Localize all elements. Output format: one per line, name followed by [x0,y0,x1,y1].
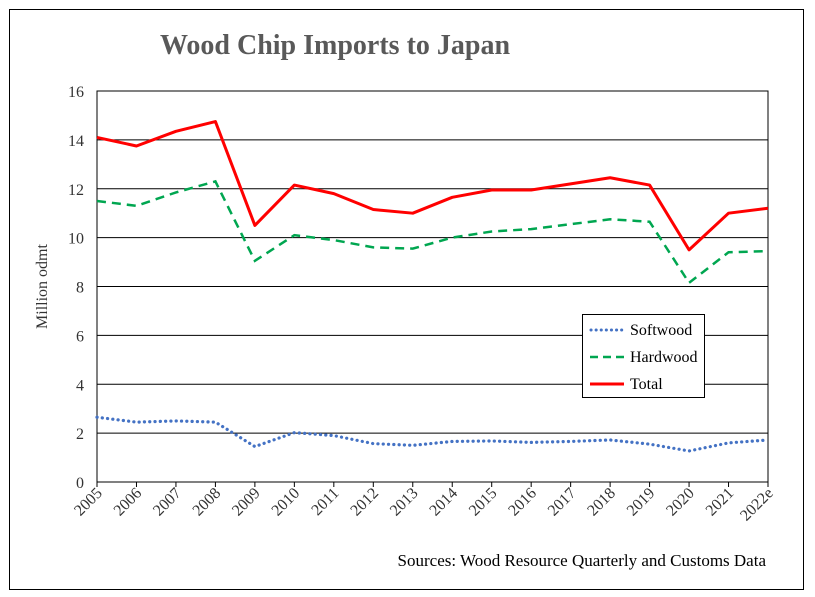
x-tick-label: 2014 [426,485,461,520]
y-tick-label: 14 [68,133,84,150]
series-line-softwood [95,415,770,453]
legend-label-softwood: Softwood [630,322,693,339]
chart-title: Wood Chip Imports to Japan [159,30,511,61]
y-tick-label: 4 [76,377,84,394]
series-lines [95,120,770,453]
x-tick-label: 2010 [269,485,304,520]
x-tick-label: 2021 [703,485,738,520]
x-tick-label: 2022e [737,485,777,525]
y-tick-label: 10 [68,231,84,248]
legend-item-hardwood: Hardwood [589,348,704,368]
y-tick-label: 6 [76,328,84,345]
legend-label-hardwood: Hardwood [630,349,698,366]
x-tick-label: 2012 [347,485,382,520]
source-note: Sources: Wood Resource Quarterly and Cus… [397,551,766,570]
x-tick-label: 2019 [624,485,659,520]
series-line-total [96,120,769,252]
legend-swatch-total [590,382,624,386]
chart-frame [9,9,804,590]
series-line-hardwood [96,179,769,285]
x-tick-label: 2017 [545,485,580,520]
x-tick-label: 2011 [308,485,342,519]
x-tick-label: 2016 [505,485,540,520]
legend-item-total: Total [589,375,704,395]
y-tick-label: 2 [76,426,84,443]
x-tick-label: 2015 [466,485,501,520]
x-tick-label: 2006 [111,485,146,520]
legend: Softwood Hardwood Total [582,314,705,398]
y-tick-label: 0 [76,475,84,492]
x-tick-label: 2020 [663,485,698,520]
legend-label-total: Total [630,376,663,393]
x-tick-label: 2007 [150,485,185,520]
y-tick-label: 12 [68,182,84,199]
gridlines [97,90,768,483]
legend-item-softwood: Softwood [589,321,704,341]
legend-swatch-hardwood [590,355,624,359]
axes [96,90,769,487]
x-tick-label: 2013 [387,485,422,520]
y-axis-label: Million odmt [34,244,51,329]
x-tick-label: 2018 [584,485,619,520]
plot-border [96,90,769,483]
x-tick-label: 2008 [190,485,225,520]
y-tick-label: 8 [76,280,84,297]
x-tick-label: 2009 [229,485,264,520]
y-tick-label: 16 [68,84,84,101]
legend-swatch-softwood [589,328,625,332]
